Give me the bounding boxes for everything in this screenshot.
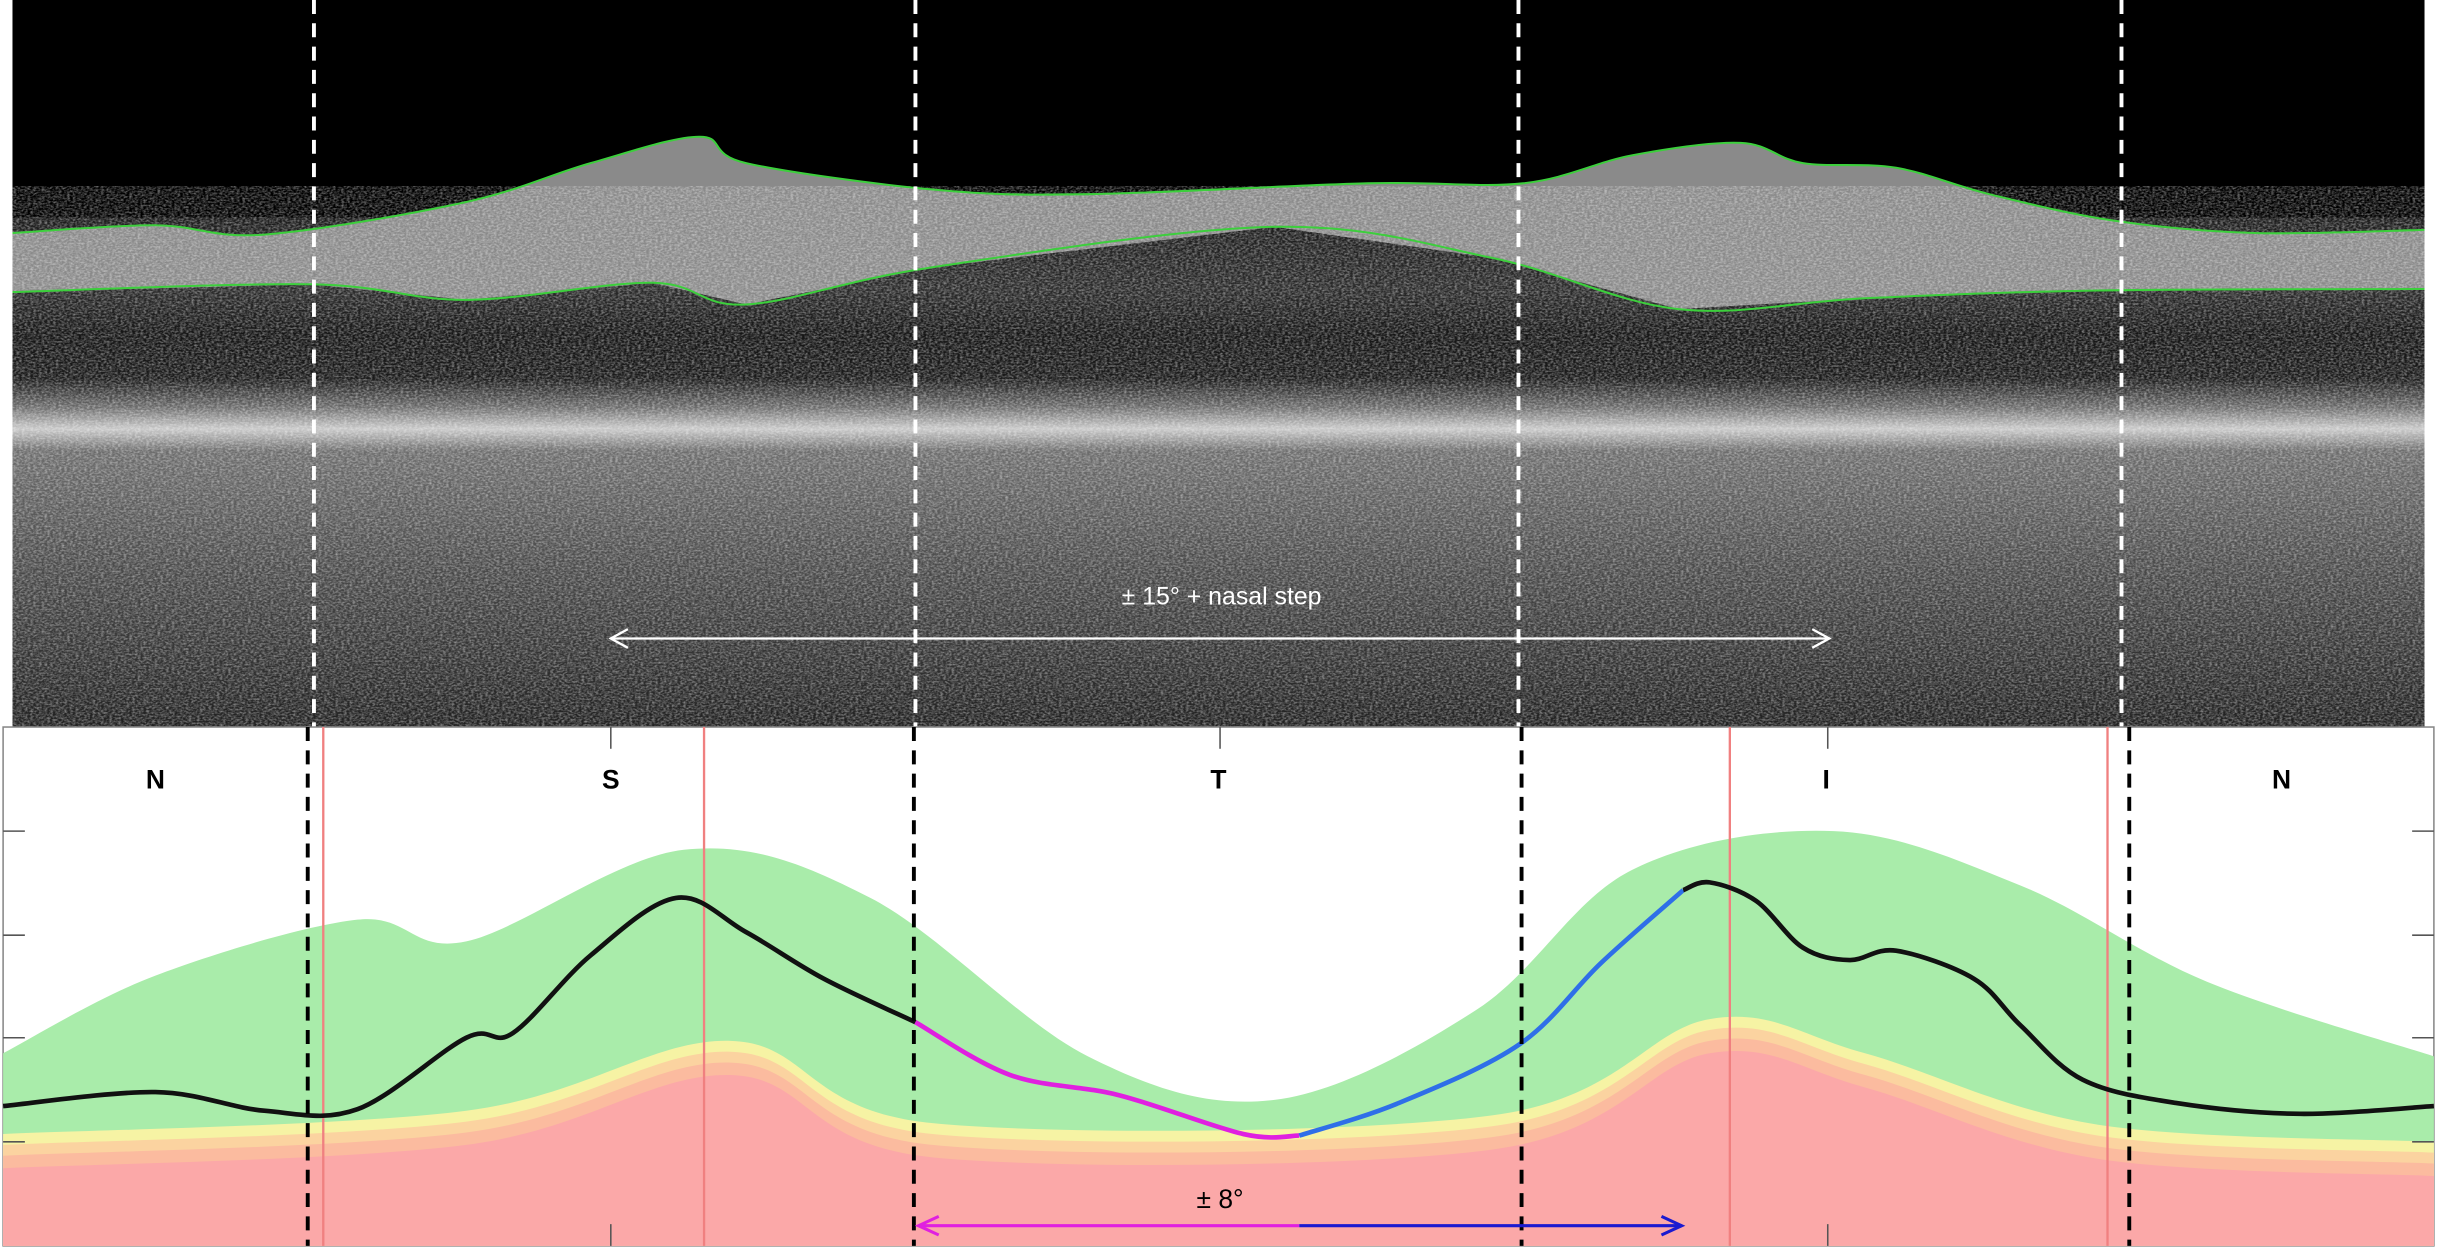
thickness-curve-temporal-low [914, 1020, 1300, 1140]
thickness-curve [1682, 879, 2435, 1117]
rnfl-boundary [12, 225, 2425, 312]
sector-dividers-top [312, 0, 2124, 728]
sector-label: N [2272, 764, 2291, 794]
axis-ticks [3, 727, 2434, 1246]
sector-label: S [602, 764, 620, 794]
arrow-head [914, 1214, 940, 1237]
sector-label: T [1210, 764, 1226, 794]
thickness-curve-temporal-high [1298, 888, 1685, 1138]
outside-band [3, 1050, 2434, 1246]
arrow-head [1811, 628, 1832, 649]
thickness-curve [2, 895, 917, 1119]
vitreous [12, 0, 2425, 218]
speckle [12, 186, 2425, 728]
sector-label: N [146, 764, 165, 794]
sector-label: I [1823, 764, 1830, 794]
range-arrow-top [608, 628, 1832, 649]
sector-peaks [322, 727, 2109, 1246]
arrow-head [1660, 1214, 1686, 1237]
arrow-head [608, 628, 629, 649]
sector-dividers [305, 727, 2132, 1246]
range-arrow-bottom [914, 1214, 1686, 1237]
ilm-boundary [12, 135, 2425, 237]
oct-scan [12, 0, 2425, 728]
range-annotation: ± 15° + nasal step [1122, 583, 1322, 611]
range-annotation: ± 8° [1197, 1184, 1244, 1214]
